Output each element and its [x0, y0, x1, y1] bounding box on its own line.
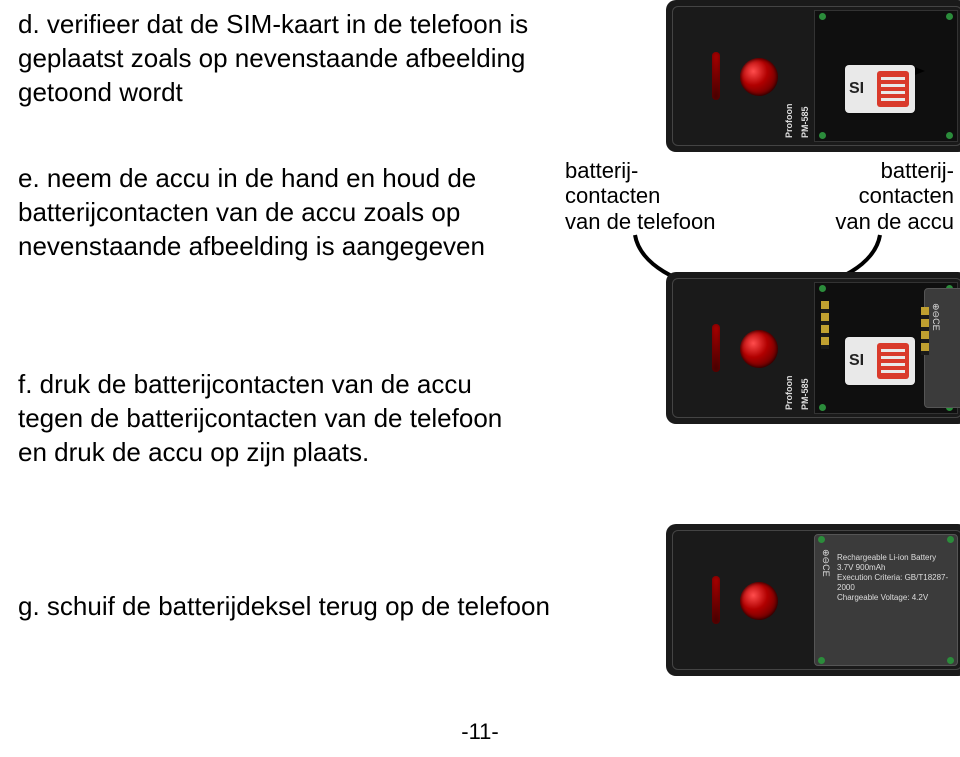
phone-brand: Profoon — [784, 104, 794, 139]
phone-brand-2: Profoon — [784, 376, 794, 411]
sim-label: SI — [849, 80, 864, 98]
step-g-text: g. schuif de batterijdeksel terug op de … — [18, 590, 558, 624]
phone-illustration-1: Profoon PM-585 SI — [666, 0, 960, 152]
batt-line3: Execution Criteria: GB/T18287-2000 — [837, 573, 957, 593]
step-e-text: e. neem de accu in de hand en houd de ba… — [18, 162, 528, 263]
phone-contacts-icon — [821, 301, 829, 349]
battery-inserted-icon: ⊕⊖CE Rechargeable Li-ion Battery 3.7V 90… — [814, 534, 958, 666]
accu-contacts-icon — [921, 307, 929, 355]
battery-ce-mark: ⊕⊖CE — [931, 303, 941, 331]
phone-illustration-2: Profoon PM-585 SI ⊕⊖CE Recharg 3.7V 900 … — [666, 272, 960, 424]
step-d-text: d. verifieer dat de SIM-kaart in de tele… — [18, 8, 588, 109]
phone-model: PM-585 — [800, 106, 810, 138]
label-phone-contacts: batterij- contacten van de telefoon — [565, 158, 765, 234]
phone-illustration-3: ⊕⊖CE Rechargeable Li-ion Battery 3.7V 90… — [666, 524, 960, 676]
phone-model-2: PM-585 — [800, 378, 810, 410]
label-accu-contacts: batterij- contacten van de accu — [784, 158, 954, 234]
battery-pack-icon: ⊕⊖CE Recharg 3.7V 900 Executio Chargeab — [924, 288, 960, 408]
page-number: -11- — [461, 719, 499, 745]
batt-line2: 3.7V 900mAh — [837, 563, 957, 573]
step-f-text: f. druk de batterijcontacten van de accu… — [18, 368, 528, 469]
sim-card-icon: SI — [845, 65, 915, 113]
sim-label-2: SI — [849, 352, 864, 370]
batt-line1: Rechargeable Li-ion Battery — [837, 553, 957, 563]
sim-card-icon-2: SI — [845, 337, 915, 385]
battery-ce-mark-2: ⊕⊖CE — [821, 549, 831, 577]
batt-line4: Chargeable Voltage: 4.2V — [837, 593, 957, 603]
